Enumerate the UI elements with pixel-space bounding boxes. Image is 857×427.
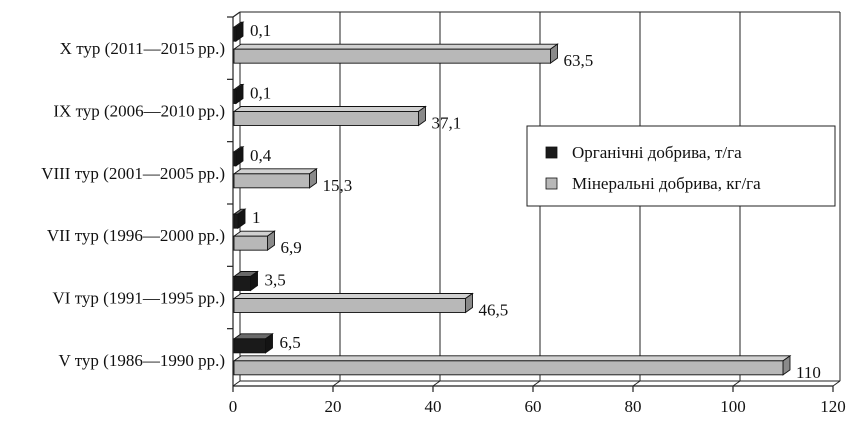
legend-label-mineral: Мінеральні добрива, кг/га bbox=[572, 174, 761, 193]
data-label-organic: 0,1 bbox=[250, 84, 271, 103]
bar-organic-front bbox=[233, 26, 237, 42]
bar-mineral-front bbox=[233, 235, 268, 251]
bar-organic-front bbox=[233, 276, 251, 291]
category-label: VIII тур (2001—2005 рр.) bbox=[41, 164, 225, 183]
legend-label-organic: Органічні добрива, т/га bbox=[572, 143, 742, 162]
x-tick-label: 80 bbox=[625, 397, 642, 416]
legend: Органічні добрива, т/га Мінеральні добри… bbox=[526, 125, 836, 207]
bar-mineral-top bbox=[232, 106, 427, 112]
category-label: VI тур (1991—1995 рр.) bbox=[53, 289, 225, 308]
data-label-mineral: 46,5 bbox=[479, 301, 509, 320]
bar-mineral-front bbox=[233, 173, 310, 189]
data-label-mineral: 6,9 bbox=[281, 238, 302, 257]
bar-mineral-front bbox=[233, 111, 419, 126]
category-label: IX тур (2006—2010 рр.) bbox=[53, 102, 225, 121]
bar-mineral-front bbox=[233, 48, 551, 64]
bar-mineral bbox=[232, 292, 474, 314]
bar-organic-front bbox=[233, 338, 266, 354]
grid-depth-line bbox=[732, 380, 741, 387]
y-axis-depth-top bbox=[232, 11, 241, 18]
legend-box bbox=[526, 125, 836, 207]
category-label: VII тур (1996—2000 рр.) bbox=[47, 226, 225, 245]
data-label-mineral: 15,3 bbox=[323, 176, 353, 195]
grid-depth-line bbox=[832, 380, 841, 387]
legend-swatch-mineral bbox=[545, 177, 558, 190]
bar-organic-front bbox=[233, 151, 237, 167]
bar-mineral-top bbox=[232, 168, 318, 175]
data-label-mineral: 110 bbox=[796, 363, 821, 382]
bar-mineral-top bbox=[232, 43, 559, 50]
bar-organic bbox=[232, 332, 274, 354]
bar-organic bbox=[232, 83, 245, 105]
data-label-organic: 0,1 bbox=[250, 21, 271, 40]
bar-organic-front bbox=[233, 213, 239, 229]
legend-swatch-organic bbox=[545, 146, 558, 159]
bar-mineral-top bbox=[232, 293, 474, 299]
data-label-organic: 3,5 bbox=[265, 271, 286, 290]
x-tick-label: 100 bbox=[720, 397, 746, 416]
category-label: X тур (2011—2015 рр.) bbox=[60, 39, 225, 58]
bar-organic bbox=[232, 21, 245, 43]
labels: X тур (2011—2015 рр.) 0,1 63,5 IX тур (2006… bbox=[41, 21, 821, 382]
bar-mineral bbox=[232, 230, 276, 252]
category-label: V тур (1986—1990 рр.) bbox=[59, 351, 226, 370]
data-label-organic: 1 bbox=[252, 208, 261, 227]
bar-organic bbox=[232, 270, 259, 292]
grid-depth-line bbox=[632, 380, 641, 387]
bars bbox=[232, 21, 792, 376]
x-tick-label: 0 bbox=[229, 397, 238, 416]
grid bbox=[232, 11, 841, 387]
bar-mineral-front bbox=[233, 298, 466, 313]
data-label-mineral: 63,5 bbox=[564, 51, 594, 70]
bar-mineral-front bbox=[233, 360, 784, 376]
data-label-mineral: 37,1 bbox=[432, 114, 462, 133]
x-tick-label: 60 bbox=[525, 397, 542, 416]
grid-depth-line bbox=[332, 380, 341, 387]
bar-mineral bbox=[232, 354, 792, 376]
grid-depth-line bbox=[532, 380, 541, 387]
bar-mineral-top bbox=[232, 355, 792, 362]
x-tick-label: 120 bbox=[820, 397, 846, 416]
data-label-organic: 6,5 bbox=[280, 333, 301, 352]
bar-mineral bbox=[232, 105, 427, 127]
bar-organic bbox=[232, 208, 247, 230]
bar-organic-front bbox=[233, 89, 237, 104]
grid-depth-line bbox=[432, 380, 441, 387]
x-tick-label: 40 bbox=[425, 397, 442, 416]
x-tick-label: 20 bbox=[325, 397, 342, 416]
bar-mineral bbox=[232, 43, 559, 65]
bar-organic bbox=[232, 145, 245, 167]
bar-mineral bbox=[232, 167, 318, 189]
data-label-organic: 0,4 bbox=[250, 146, 272, 165]
grid-depth-line bbox=[232, 380, 241, 387]
x-axis: 0 20 40 60 80 100 120 bbox=[227, 11, 846, 416]
